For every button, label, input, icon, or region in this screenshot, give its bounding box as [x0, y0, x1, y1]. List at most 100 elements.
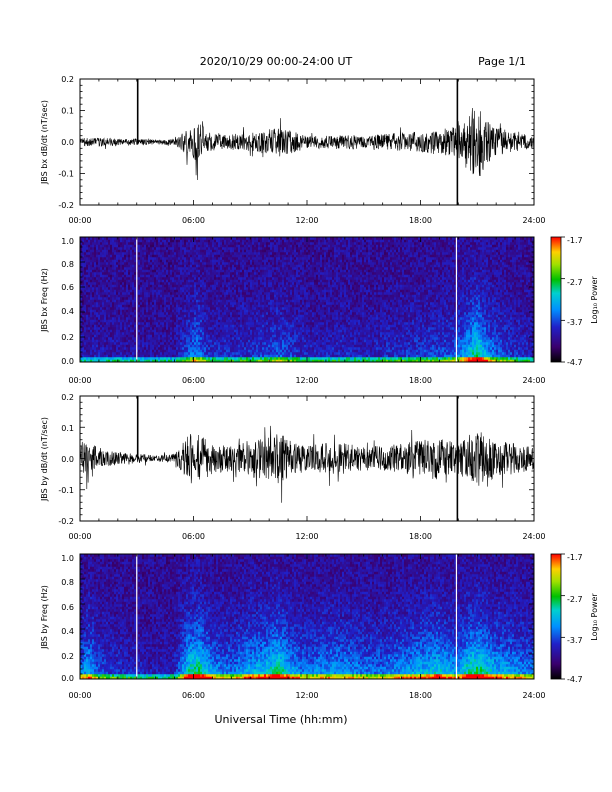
- spectrogram-cell: [212, 329, 215, 333]
- spectrogram-cell: [160, 282, 163, 285]
- spectrogram-cell: [80, 324, 83, 328]
- spectrogram-cell: [194, 309, 197, 313]
- spectrogram-cell: [80, 257, 83, 260]
- spectrogram-cell: [178, 264, 181, 268]
- spectrogram-cell: [124, 289, 127, 293]
- spectrogram-cell: [240, 274, 243, 278]
- spectrogram-cell: [186, 309, 189, 313]
- spectrogram-cell: [90, 304, 93, 308]
- spectrogram-cell: [218, 267, 221, 270]
- spectrogram-cell: [246, 287, 249, 290]
- spectrogram-cell: [180, 262, 183, 265]
- spectrogram-cell: [246, 242, 249, 245]
- spectrogram-cell: [84, 324, 87, 328]
- spectrogram-cell: [100, 254, 103, 258]
- spectrogram-cell: [240, 284, 243, 288]
- spectrogram-cell: [178, 247, 181, 250]
- spectrogram-cell: [272, 337, 275, 340]
- spectrogram-cell: [94, 287, 97, 290]
- spectrogram-cell: [260, 262, 263, 265]
- spectrogram-cell: [112, 239, 115, 243]
- spectrogram-cell: [158, 337, 161, 340]
- spectrogram-cell: [164, 329, 167, 333]
- spectrogram-cell: [134, 329, 137, 333]
- spectrogram-cell: [94, 262, 97, 265]
- spectrogram-cell: [256, 302, 259, 305]
- spectrogram-cell: [254, 314, 257, 318]
- spectrogram-cell: [106, 302, 109, 305]
- spectrogram-cell: [162, 289, 165, 293]
- spectrogram-cell: [240, 299, 243, 303]
- spectrogram-cell: [162, 297, 165, 300]
- spectrogram-cell: [222, 262, 225, 265]
- spectrogram-cell: [108, 334, 111, 338]
- spectrogram-cell: [260, 284, 263, 288]
- bx-dbdt-x-tick: 00:00: [68, 216, 91, 225]
- spectrogram-cell: [248, 354, 251, 358]
- spectrogram-cell: [260, 342, 263, 345]
- spectrogram-cell: [168, 282, 171, 285]
- spectrogram-cell: [112, 302, 115, 305]
- spectrogram-cell: [84, 304, 87, 308]
- spectrogram-cell: [134, 239, 137, 243]
- spectrogram-cell: [274, 342, 277, 345]
- spectrogram-cell: [104, 352, 107, 355]
- spectrogram-cell: [150, 359, 153, 363]
- spectrogram-cell: [102, 247, 105, 250]
- spectrogram-cell: [228, 312, 231, 315]
- spectrogram-cell: [194, 237, 197, 240]
- spectrogram-cell: [234, 329, 237, 333]
- spectrogram-cell: [188, 357, 191, 360]
- spectrogram-cell: [118, 349, 121, 353]
- spectrogram-cell: [90, 259, 93, 263]
- spectrogram-cell: [202, 324, 205, 328]
- spectrogram-cell: [80, 314, 83, 318]
- spectrogram-cell: [120, 267, 123, 270]
- spectrogram-cell: [134, 294, 137, 298]
- spectrogram-cell: [196, 277, 199, 280]
- spectrogram-cell: [240, 349, 243, 353]
- spectrogram-cell: [102, 267, 105, 270]
- spectrogram-cell: [102, 239, 105, 243]
- spectrogram-cell: [258, 347, 261, 350]
- spectrogram-cell: [234, 339, 237, 343]
- spectrogram-cell: [252, 297, 255, 300]
- spectrogram-cell: [242, 237, 245, 240]
- spectrogram-cell: [134, 247, 137, 250]
- spectrogram-cell: [222, 359, 225, 363]
- spectrogram-cell: [212, 249, 215, 253]
- spectrogram-cell: [104, 329, 107, 333]
- spectrogram-cell: [256, 244, 259, 248]
- spectrogram-cell: [104, 317, 107, 320]
- spectrogram-cell: [166, 332, 169, 335]
- spectrogram-cell: [114, 247, 117, 250]
- spectrogram-cell: [210, 287, 213, 290]
- spectrogram-cell: [222, 289, 225, 293]
- spectrogram-cell: [174, 259, 177, 263]
- spectrogram-cell: [244, 337, 247, 340]
- spectrogram-cell: [220, 267, 223, 270]
- spectrogram-cell: [238, 264, 241, 268]
- spectrogram-cell: [224, 339, 227, 343]
- spectrogram-cell: [106, 309, 109, 313]
- spectrogram-cell: [108, 299, 111, 303]
- spectrogram-cell: [164, 242, 167, 245]
- spectrogram-cell: [148, 287, 151, 290]
- spectrogram-cell: [158, 347, 161, 350]
- spectrogram-cell: [176, 339, 179, 343]
- spectrogram-cell: [258, 299, 261, 303]
- spectrogram-cell: [210, 297, 213, 300]
- spectrogram-cell: [210, 239, 213, 243]
- spectrogram-cell: [134, 359, 137, 363]
- spectrogram-cell: [192, 317, 195, 320]
- spectrogram-cell: [86, 337, 89, 340]
- spectrogram-cell: [138, 242, 141, 245]
- spectrogram-cell: [236, 299, 239, 303]
- spectrogram-cell: [134, 322, 137, 325]
- spectrogram-cell: [116, 332, 119, 335]
- spectrogram-cell: [218, 299, 221, 303]
- spectrogram-cell: [168, 237, 171, 240]
- spectrogram-cell: [102, 274, 105, 278]
- spectrogram-cell: [80, 349, 83, 353]
- spectrogram-cell: [262, 294, 265, 298]
